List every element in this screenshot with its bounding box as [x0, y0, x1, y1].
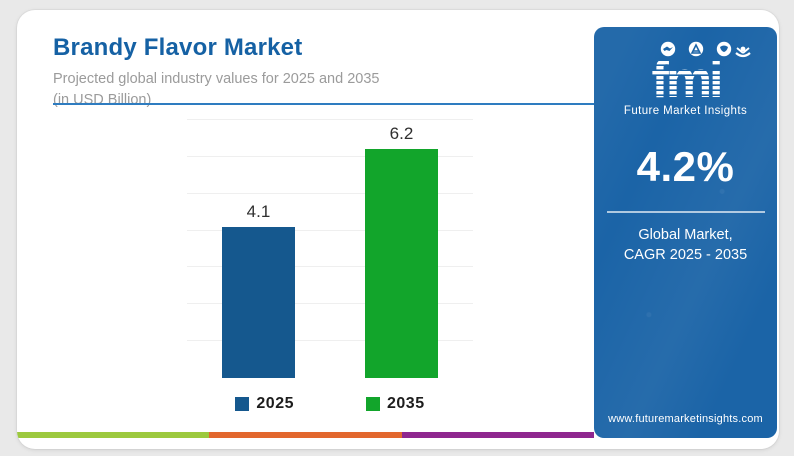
legend-label: 2035 — [387, 395, 425, 412]
globe-icon — [716, 41, 731, 57]
legend-item-2035: 2035 — [366, 395, 425, 413]
plot-area: 4.1 6.2 — [187, 119, 473, 378]
bar-column-2035: 6.2 — [330, 120, 473, 378]
gridline — [187, 119, 473, 120]
bar-value-label: 6.2 — [389, 124, 414, 143]
stripe-segment-2 — [209, 432, 402, 438]
infographic-card: Brandy Flavor Market Projected global in… — [17, 10, 779, 449]
legend-swatch — [235, 397, 250, 411]
header-divider — [53, 103, 601, 105]
footer-stripe — [17, 432, 594, 438]
fmi-logo: fmi — [594, 41, 777, 103]
header: Brandy Flavor Market Projected global in… — [53, 34, 601, 111]
gridline — [187, 155, 473, 157]
brand-panel: fmi Future Market Insights 4.2% Global M… — [594, 27, 777, 438]
website-link[interactable]: www.futuremarketinsights.com — [608, 413, 763, 425]
bar-column-2025: 4.1 — [187, 120, 330, 378]
globe-stand-icon — [688, 41, 703, 57]
gridline — [187, 229, 473, 231]
cagr-label: Global Market, CAGR 2025 - 2035 — [594, 225, 777, 266]
bar-2035 — [365, 149, 438, 378]
stripe-segment-3 — [401, 432, 594, 438]
gridline — [187, 266, 473, 268]
cagr-label-line2: CAGR 2025 - 2035 — [623, 247, 748, 264]
subtitle-line1: Projected global industry values for 202… — [53, 71, 380, 87]
legend: 2025 2035 — [187, 395, 473, 413]
gridline — [187, 340, 473, 342]
logo-subtext: Future Market Insights — [623, 105, 748, 117]
bar-value-label: 4.1 — [246, 202, 271, 221]
legend-label: 2025 — [256, 395, 294, 412]
panel-divider — [606, 211, 765, 213]
legend-item-2025: 2025 — [235, 395, 294, 413]
legend-swatch — [366, 397, 380, 411]
cagr-label-line1: Global Market, — [638, 227, 733, 243]
page-title: Brandy Flavor Market — [53, 34, 303, 61]
bar-2025 — [222, 227, 295, 378]
gridline — [187, 192, 473, 194]
cagr-value: 4.2% — [636, 143, 735, 190]
fmi-logo-text: fmi — [651, 51, 720, 103]
person-raised-arms-icon — [734, 46, 751, 58]
gridline — [187, 303, 473, 305]
fmi-logo-graphic: fmi — [651, 41, 751, 103]
stripe-segment-1 — [17, 432, 210, 438]
handshake-icon — [660, 41, 675, 57]
subtitle-line2: (in USD Billion) — [53, 92, 152, 109]
